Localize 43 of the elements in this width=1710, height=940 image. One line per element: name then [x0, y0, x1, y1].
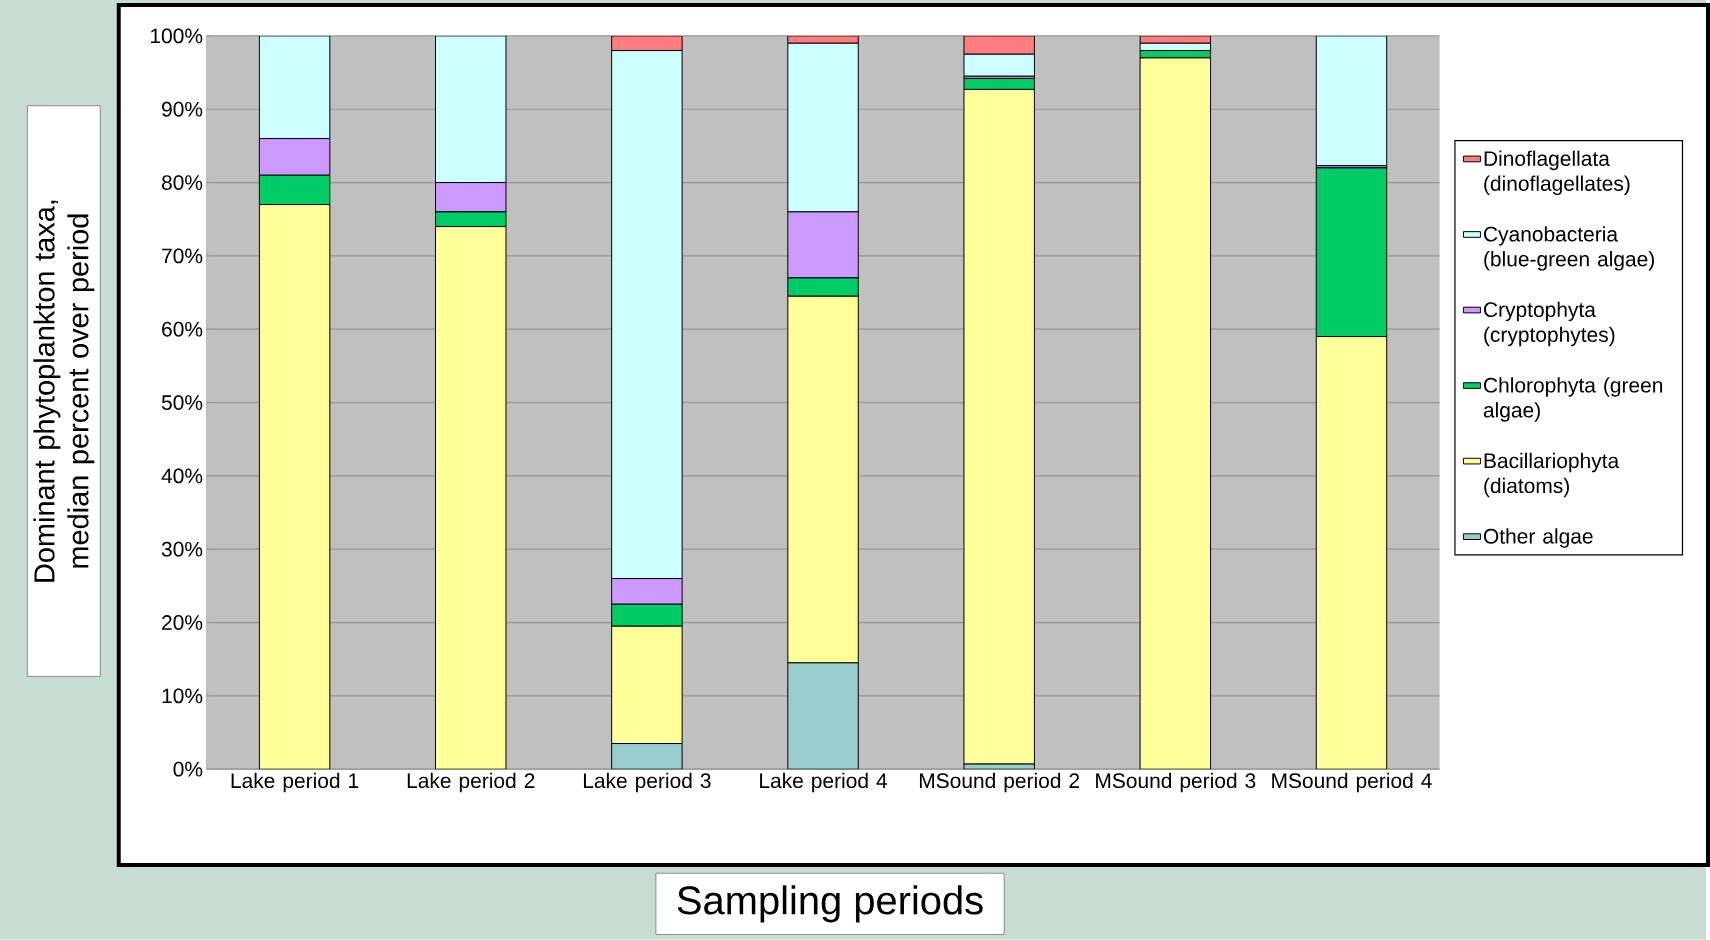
- y-tick-label: 0%: [173, 761, 203, 777]
- bar: [435, 36, 507, 184]
- bar: [611, 625, 683, 745]
- y-tick-label: 40%: [161, 468, 203, 484]
- x-tick-label: Lake period 3: [583, 772, 711, 793]
- y-axis-title: Dominant phytoplankton taxa, median percent over period: [33, 200, 95, 582]
- bar: [611, 743, 683, 770]
- bar: [435, 226, 507, 770]
- x-tick-label: Lake period 4: [760, 772, 888, 793]
- bar: [1315, 336, 1388, 770]
- y-tick-label: 50%: [161, 395, 203, 411]
- bar: [963, 36, 1035, 55]
- legend-label: Dinoflagellata (dinoflagellates): [1484, 150, 1630, 196]
- y-tick-label: 20%: [162, 615, 203, 631]
- bar: [1139, 57, 1212, 770]
- bar: [963, 78, 1035, 91]
- y-tick-label: 80%: [161, 175, 203, 191]
- x-tick-label: MSound period 2: [919, 772, 1080, 793]
- bar: [258, 36, 331, 140]
- x-axis-title: Sampling periods: [677, 885, 983, 923]
- legend-label: Cyanobacteria (blue-green algae): [1484, 226, 1654, 271]
- bar: [787, 42, 859, 213]
- y-tick-label: 60%: [162, 321, 203, 337]
- bar: [787, 295, 859, 664]
- bar: [1315, 36, 1388, 167]
- legend-label: Other algae: [1483, 528, 1593, 548]
- bar: [963, 53, 1035, 77]
- bar: [787, 662, 859, 770]
- x-tick-label: Lake period 1: [231, 772, 359, 793]
- legend-label: Cryptophyta (cryptophytes): [1484, 301, 1615, 347]
- legend-label: Chlorophyta (green algae): [1483, 377, 1663, 422]
- y-tick-label: 90%: [162, 101, 203, 117]
- x-tick-label: MSound period 4: [1272, 772, 1432, 793]
- y-tick-label: 70%: [162, 248, 203, 264]
- bar: [611, 50, 683, 580]
- bar: [258, 204, 331, 770]
- y-tick-label: 30%: [161, 541, 203, 557]
- y-tick-label: 100%: [151, 28, 203, 44]
- y-tick-label: 10%: [162, 688, 203, 704]
- x-tick-label: MSound period 3: [1096, 772, 1256, 793]
- x-tick-label: Lake period 2: [407, 772, 535, 793]
- bar: [963, 89, 1035, 765]
- legend-label: Bacillariophyta (diatoms): [1484, 452, 1620, 498]
